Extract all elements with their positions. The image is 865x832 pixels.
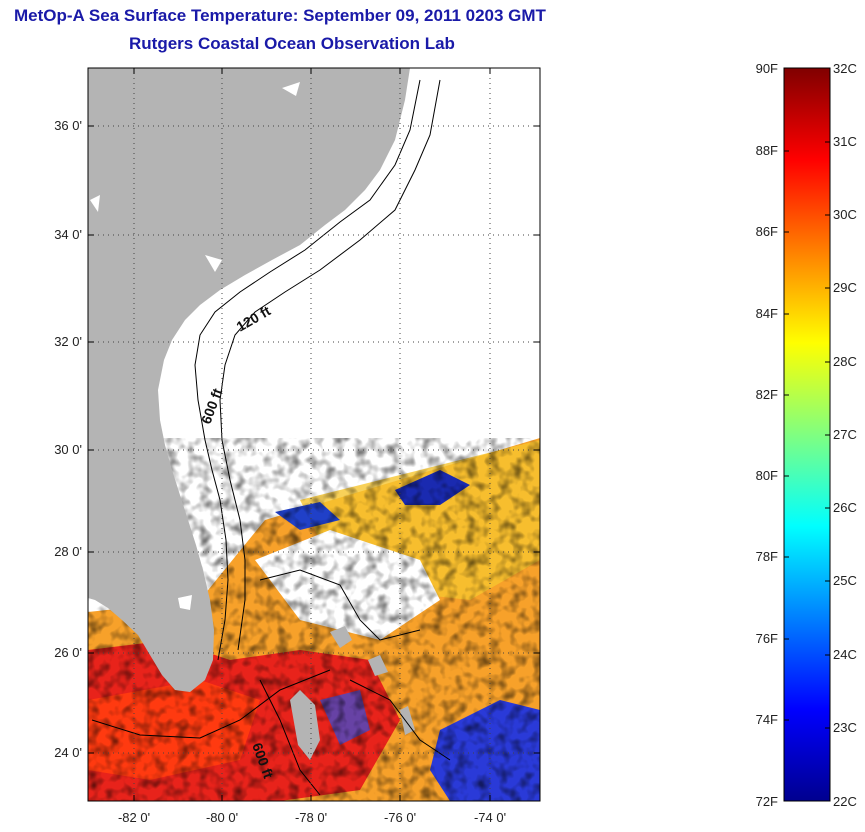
- colorbar-c-label: 31C: [833, 134, 857, 149]
- colorbar-c-label: 27C: [833, 427, 857, 442]
- lat-label: 36 0': [54, 118, 82, 133]
- colorbar-f-label: 72F: [756, 794, 778, 809]
- contour-120ft: [194, 79, 421, 661]
- island-grand-bahama: [330, 626, 352, 648]
- map-title: MetOp-A Sea Surface Temperature: Septemb…: [14, 6, 546, 25]
- colorbar-c-label: 29C: [833, 280, 857, 295]
- colorbar-c-labels: 32C 31C 30C 29C 28C 27C 26C 25C 24C 23C …: [833, 61, 857, 809]
- map-frame: [87, 67, 541, 802]
- colorbar-c-label: 22C: [833, 794, 857, 809]
- colorbar-f-label: 84F: [756, 306, 778, 321]
- island-abaco: [368, 655, 388, 676]
- colorbar-f-label: 88F: [756, 143, 778, 158]
- colorbar-c-label: 25C: [833, 573, 857, 588]
- island-andros: [290, 690, 320, 760]
- colorbar-c-label: 28C: [833, 354, 857, 369]
- lon-label: -76 0': [384, 810, 416, 825]
- lon-labels: -82 0' -80 0' -78 0' -76 0' -74 0': [118, 810, 506, 825]
- land-mass: [88, 68, 410, 692]
- lat-label: 28 0': [54, 544, 82, 559]
- contour-keys: [91, 669, 331, 739]
- lat-labels: 36 0' 34 0' 32 0' 30 0' 28 0' 26 0' 24 0…: [54, 118, 82, 760]
- lat-label: 30 0': [54, 442, 82, 457]
- lat-label: 24 0': [54, 745, 82, 760]
- colorbar: [783, 67, 831, 802]
- colorbar-f-label: 76F: [756, 631, 778, 646]
- colorbar-c-label: 32C: [833, 61, 857, 76]
- lat-label: 32 0': [54, 334, 82, 349]
- lake-2: [205, 255, 222, 272]
- map-layers: [88, 68, 540, 801]
- lon-label: -80 0': [206, 810, 238, 825]
- colorbar-c-label: 23C: [833, 720, 857, 735]
- lake-3: [282, 82, 300, 96]
- colorbar-f-label: 80F: [756, 468, 778, 483]
- graticule: [88, 68, 540, 801]
- colorbar-f-label: 74F: [756, 712, 778, 727]
- colorbar-f-label: 90F: [756, 61, 778, 76]
- colorbar-c-label: 24C: [833, 647, 857, 662]
- lake-okeechobee: [178, 595, 192, 610]
- colorbar-ticks: [784, 141, 830, 729]
- lat-label: 34 0': [54, 227, 82, 242]
- contour-exuma: [349, 679, 451, 761]
- contour-600ft: [219, 79, 441, 651]
- colorbar-f-label: 82F: [756, 387, 778, 402]
- lat-label: 26 0': [54, 645, 82, 660]
- colorbar-f-label: 86F: [756, 224, 778, 239]
- lon-label: -74 0': [474, 810, 506, 825]
- lon-label: -82 0': [118, 810, 150, 825]
- colorbar-c-label: 26C: [833, 500, 857, 515]
- map-subtitle: Rutgers Coastal Ocean Observation Lab: [129, 34, 455, 53]
- lon-label: -78 0': [295, 810, 327, 825]
- colorbar-c-label: 30C: [833, 207, 857, 222]
- map-tick-marks: [88, 68, 540, 801]
- colorbar-f-label: 78F: [756, 549, 778, 564]
- colorbar-f-labels: 90F 88F 86F 84F 82F 80F 78F 76F 74F 72F: [756, 61, 778, 809]
- contour-bahamas-north: [259, 569, 421, 641]
- lake-1: [90, 195, 100, 212]
- contour-andros: [259, 679, 321, 796]
